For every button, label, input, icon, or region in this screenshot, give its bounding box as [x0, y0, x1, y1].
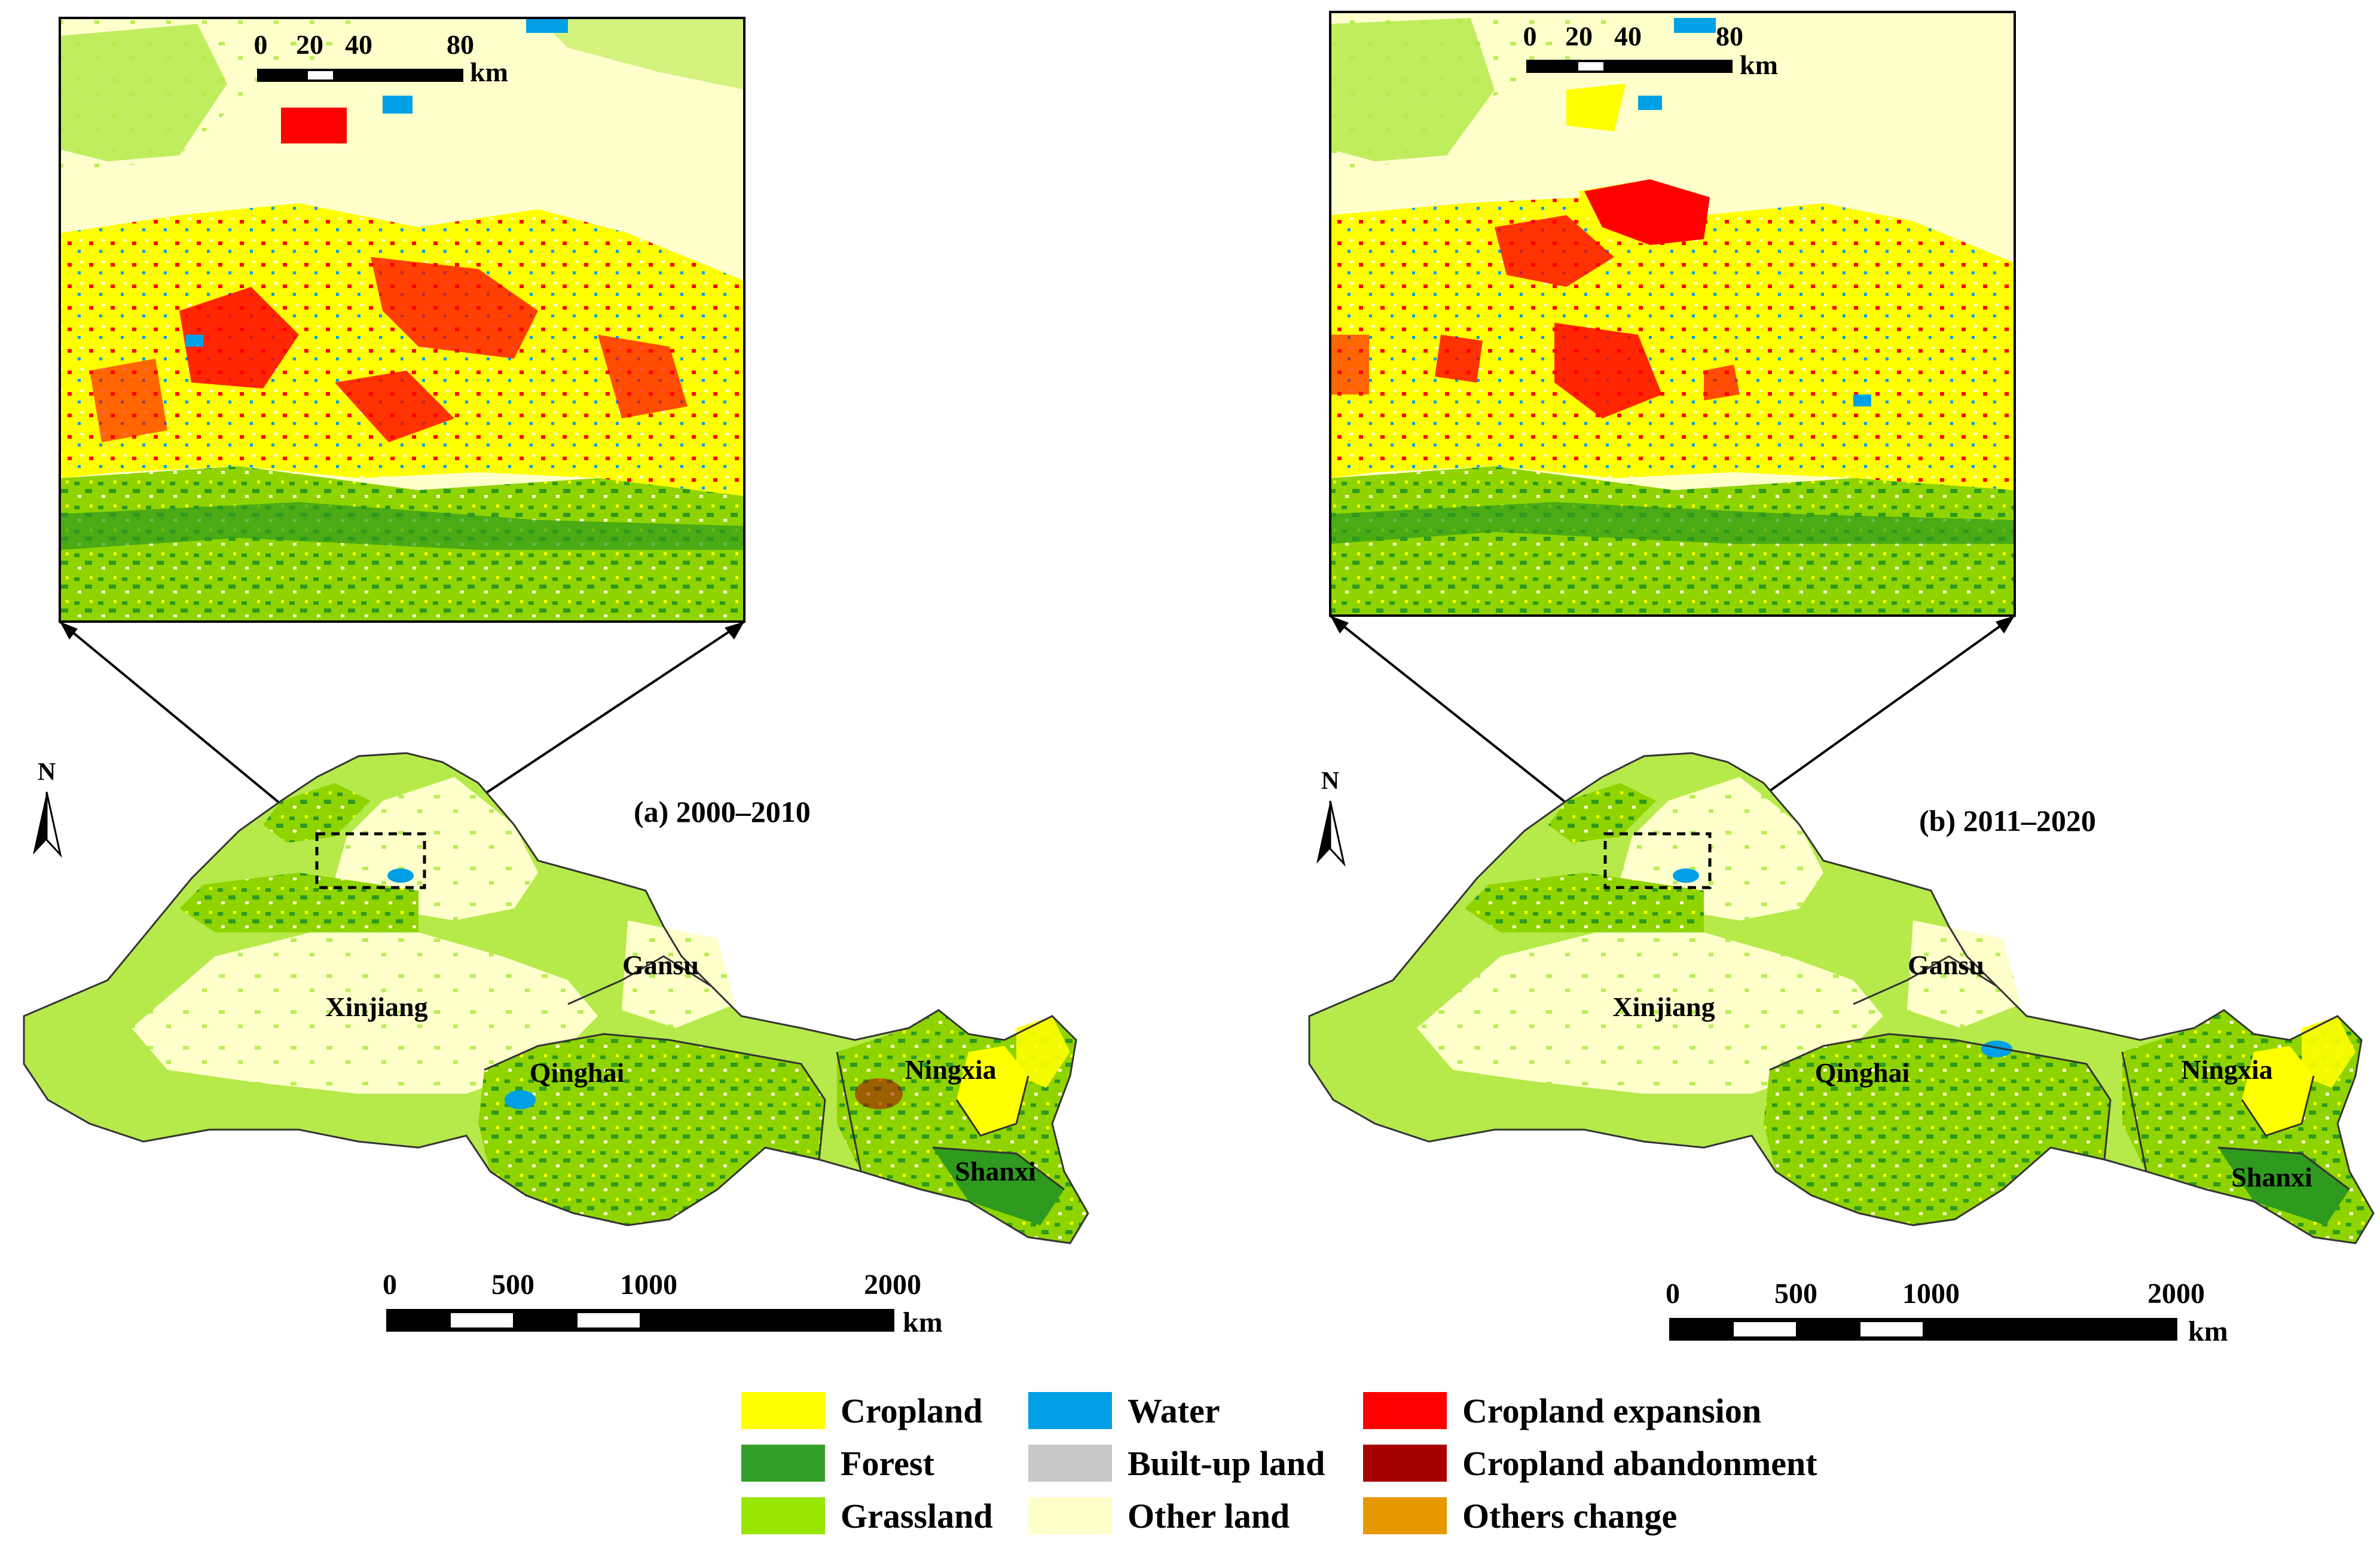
scale-tick: 2000: [864, 1269, 921, 1301]
svg-text:N: N: [1321, 767, 1339, 795]
legend-swatch: [1363, 1445, 1447, 1482]
legend-label: Water: [1128, 1391, 1220, 1430]
legend-item-grassland: Grassland: [741, 1492, 993, 1540]
panel-a: 0 20 40 80 km: [23, 17, 1089, 1338]
legend-item-cropland-expansion: Cropland expansion: [1363, 1387, 1761, 1434]
main-map-b: Xinjiang Gansu Qinghai Ningxia Shanxi: [1308, 752, 2375, 1244]
region-label: Qinghai: [1815, 1057, 1910, 1088]
legend-label: Cropland expansion: [1462, 1391, 1762, 1430]
legend-label: Cropland abandonment: [1462, 1443, 1817, 1483]
region-label: Gansu: [1908, 950, 1984, 980]
svg-text:N: N: [38, 758, 56, 786]
legend-item-other-land: Other land: [1028, 1492, 1290, 1540]
region-label: Shanxi: [955, 1156, 1036, 1186]
scale-tick: 1000: [1902, 1278, 1960, 1310]
legend-swatch: [741, 1497, 825, 1534]
legend-label: Forest: [841, 1443, 934, 1483]
panel-label-a: (a) 2000–2010: [634, 795, 811, 828]
zoom-extent-box: [315, 832, 426, 889]
scale-tick: 500: [1774, 1278, 1817, 1310]
legend-item-built-up: Built-up land: [1028, 1439, 1325, 1487]
north-arrow-icon: N: [33, 758, 62, 858]
legend-item-forest: Forest: [741, 1439, 934, 1487]
inset-scale-bar-a: 0 20 40 80 km: [254, 29, 508, 87]
legend-label: Others change: [1462, 1496, 1678, 1535]
region-label: Shanxi: [2231, 1162, 2312, 1192]
legend-swatch: [1028, 1497, 1112, 1534]
legend-swatch: [1028, 1392, 1112, 1429]
legend-item-water: Water: [1028, 1387, 1220, 1434]
legend-swatch: [741, 1445, 825, 1482]
legend-swatch: [1028, 1445, 1112, 1482]
zoom-line: [1329, 614, 1606, 835]
region-label: Gansu: [622, 950, 699, 980]
inset-scale-tick: 40: [345, 29, 372, 60]
scale-unit: km: [903, 1307, 943, 1338]
scale-unit: km: [2188, 1316, 2228, 1347]
inset-map-b: [1329, 11, 2016, 617]
legend: Cropland Forest Grassland Water Built-up…: [741, 1387, 1937, 1542]
inset-scale-tick: 80: [447, 29, 474, 60]
legend-label: Built-up land: [1128, 1443, 1325, 1483]
inset-scale-tick: 40: [1614, 21, 1642, 51]
legend-label: Grassland: [841, 1496, 993, 1535]
region-label: Xinjiang: [325, 992, 427, 1022]
region-label: Qinghai: [530, 1057, 625, 1088]
scale-tick: 1000: [620, 1269, 677, 1301]
inset-scale-bar-b: 0 20 40 80 km: [1523, 21, 1778, 80]
scale-tick: 500: [491, 1269, 534, 1301]
legend-item-cropland: Cropland: [741, 1387, 982, 1434]
inset-scale-unit: km: [1740, 50, 1778, 80]
panel-b: 0 20 40 80 km: [1308, 11, 2375, 1347]
region-label: Ningxia: [2181, 1054, 2272, 1085]
inset-scale-unit: km: [470, 57, 508, 87]
region-label: Xinjiang: [1612, 992, 1715, 1022]
legend-item-cropland-abandonment: Cropland abandonment: [1363, 1439, 1817, 1487]
region-label: Ningxia: [905, 1054, 996, 1085]
legend-swatch: [1363, 1497, 1447, 1534]
scale-tick: 0: [383, 1269, 397, 1301]
scale-tick: 0: [1666, 1278, 1680, 1310]
inset-scale-tick: 0: [254, 29, 268, 60]
main-scale-bar-a: 0 500 1000 2000 km: [383, 1269, 943, 1338]
zoom-line: [59, 620, 318, 835]
legend-swatch: [741, 1392, 825, 1429]
inset-scale-tick: 0: [1523, 21, 1537, 51]
main-map-a: Xinjiang Gansu Qinghai Ningxia Shanxi: [23, 752, 1089, 1244]
zoom-extent-box: [1603, 832, 1712, 889]
inset-scale-tick: 80: [1716, 21, 1743, 51]
legend-item-others-change: Others change: [1363, 1492, 1677, 1540]
inset-scale-tick: 20: [1565, 21, 1593, 51]
legend-label: Cropland: [841, 1391, 983, 1430]
north-arrow-icon: N: [1316, 767, 1346, 867]
panel-label-b: (b) 2011–2020: [1919, 804, 2096, 837]
main-scale-bar-b: 0 500 1000 2000 km: [1666, 1278, 2228, 1347]
inset-scale-tick: 20: [296, 29, 323, 60]
inset-map-a: [59, 17, 746, 623]
legend-label: Other land: [1128, 1496, 1290, 1535]
scale-tick: 2000: [2147, 1278, 2205, 1310]
legend-swatch: [1363, 1392, 1447, 1429]
